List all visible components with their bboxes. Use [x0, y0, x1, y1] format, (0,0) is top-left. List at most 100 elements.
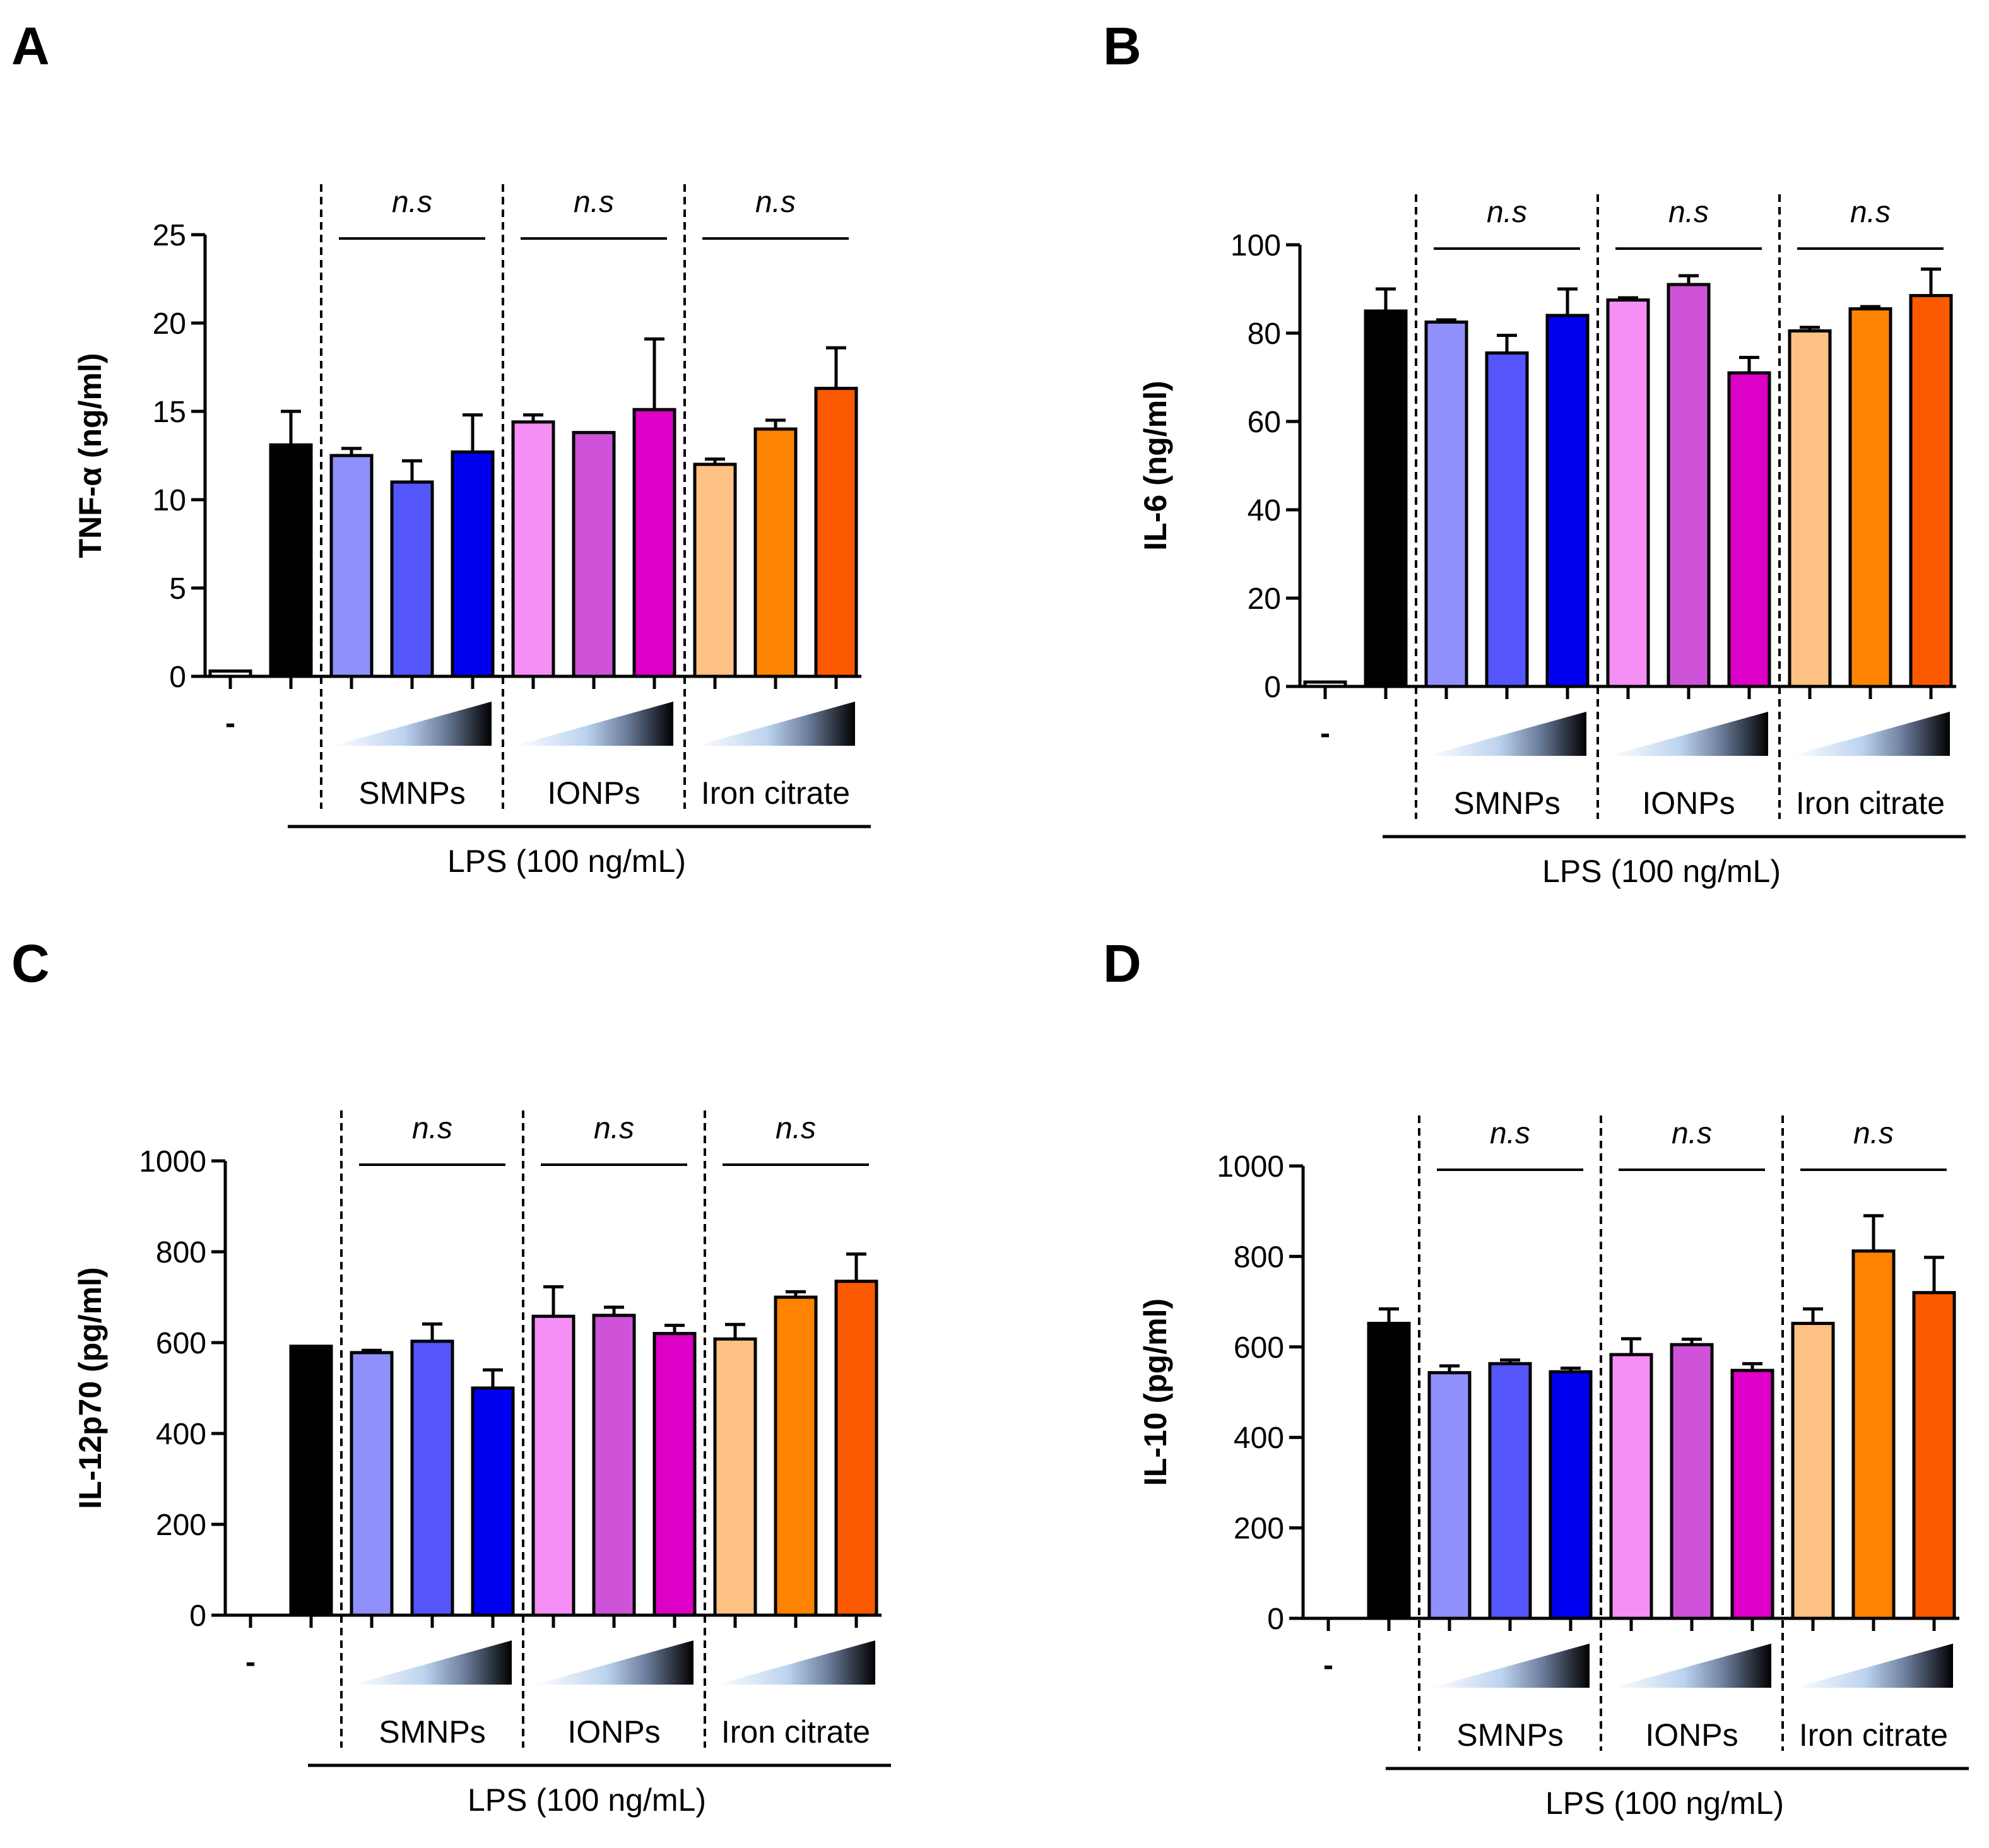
panel-c: C — [11, 934, 50, 993]
bar — [1303, 680, 1347, 688]
y-tick-label: 1000 — [139, 1145, 206, 1179]
group-label: IONPs — [547, 775, 640, 811]
panel-b: B — [1103, 16, 1142, 76]
bar — [652, 1332, 697, 1617]
bar — [592, 1314, 636, 1617]
significance-label: n.s — [1490, 1117, 1530, 1150]
significance-label: n.s — [776, 1112, 816, 1145]
group-label: Iron citrate — [721, 1714, 870, 1750]
bar — [572, 431, 616, 678]
bar — [350, 1351, 394, 1617]
y-tick-label: 600 — [1234, 1331, 1284, 1365]
significance-label: n.s — [412, 1112, 452, 1145]
group-label: SMNPs — [1456, 1717, 1563, 1753]
bar — [269, 443, 313, 678]
y-axis-label: IL-6 (ng/ml) — [1138, 380, 1173, 550]
bar — [1912, 1291, 1956, 1620]
treatment-label: LPS (100 ng/mL) — [1545, 1786, 1784, 1821]
dose-gradient-triangle — [353, 1640, 512, 1685]
significance-label: n.s — [594, 1112, 634, 1145]
group-label: IONPs — [1642, 786, 1735, 821]
y-tick-label: 5 — [169, 572, 186, 606]
group-label: SMNPs — [379, 1714, 485, 1750]
bar — [1727, 371, 1771, 688]
dose-gradient-triangle — [1612, 1644, 1771, 1688]
bar — [713, 1337, 757, 1617]
chart-b: 0 20 40 60 80 100 IL-6 (ng/ml) n.s SMNPs n.s IONPs… — [1138, 194, 1966, 889]
bar — [632, 408, 676, 678]
bar — [774, 1295, 818, 1617]
treatment-label: LPS (100 ng/mL) — [468, 1782, 706, 1818]
y-tick-label: 0 — [169, 661, 186, 694]
bar — [1424, 321, 1468, 688]
bar — [471, 1386, 515, 1617]
bar — [289, 1345, 333, 1617]
control-minus-label: - — [225, 707, 235, 740]
bar — [1788, 329, 1832, 688]
panel-b-letter: B — [1103, 16, 1142, 76]
dose-gradient-triangle — [534, 1640, 693, 1685]
significance-label: n.s — [755, 185, 796, 219]
y-axis-label: TNF-α (ng/ml) — [73, 353, 108, 558]
bar — [753, 427, 798, 678]
significance-label: n.s — [1668, 196, 1709, 229]
bar — [1364, 309, 1408, 688]
panel-a-letter: A — [11, 16, 50, 76]
dose-gradient-triangle — [1609, 712, 1768, 756]
dose-gradient-triangle — [1794, 1644, 1953, 1688]
panel-c-letter: C — [11, 934, 50, 993]
significance-label: n.s — [574, 185, 614, 219]
panel-d: D — [1103, 934, 1142, 993]
y-tick-label: 800 — [156, 1236, 206, 1269]
y-tick-label: 80 — [1248, 317, 1281, 351]
bar — [1606, 298, 1650, 688]
panel-a: A — [11, 16, 50, 76]
bar — [208, 669, 252, 678]
y-tick-label: 0 — [189, 1599, 206, 1633]
y-tick-label: 20 — [153, 307, 186, 341]
dose-gradient-triangle — [716, 1640, 875, 1685]
group-label: IONPs — [1645, 1717, 1738, 1753]
bar — [1488, 1362, 1532, 1620]
y-tick-label: 1000 — [1217, 1150, 1284, 1184]
bar — [410, 1339, 454, 1617]
treatment-label: LPS (100 ng/mL) — [1542, 854, 1781, 889]
dose-gradient-triangle — [1431, 1644, 1590, 1688]
bar — [1545, 314, 1590, 688]
y-tick-label: 60 — [1248, 406, 1281, 439]
bar — [1609, 1353, 1653, 1620]
y-tick-label: 200 — [1234, 1512, 1284, 1546]
bar — [1851, 1249, 1896, 1620]
y-tick-label: 20 — [1248, 582, 1281, 616]
bar — [329, 454, 374, 678]
chart-a: 0 5 10 15 20 25 TNF-α (ng/ml) n.s SMNPs n.s IONPs n… — [73, 184, 871, 879]
bar — [531, 1314, 575, 1617]
bar — [814, 387, 858, 678]
y-tick-label: 25 — [153, 219, 186, 252]
dose-gradient-triangle — [514, 702, 673, 746]
bar — [1485, 351, 1529, 688]
dose-gradient-triangle — [333, 702, 492, 746]
bar — [1367, 1322, 1411, 1620]
bar — [390, 480, 434, 678]
control-minus-label: - — [245, 1645, 256, 1679]
y-tick-label: 0 — [1267, 1603, 1284, 1636]
bar — [1730, 1368, 1774, 1620]
significance-label: n.s — [1850, 196, 1891, 229]
bar — [1848, 307, 1892, 688]
treatment-label: LPS (100 ng/mL) — [447, 844, 686, 879]
control-minus-label: - — [1320, 717, 1330, 750]
bar — [1909, 294, 1953, 688]
y-tick-label: 10 — [153, 484, 186, 517]
y-tick-label: 600 — [156, 1327, 206, 1360]
significance-label: n.s — [1487, 196, 1527, 229]
group-label: SMNPs — [1453, 786, 1560, 821]
bar — [1549, 1370, 1593, 1620]
bar — [834, 1280, 878, 1617]
chart-d: 0 200 400 600 800 1000 IL-10 (pg/ml) n.s SMNPs n.… — [1138, 1115, 1969, 1821]
dose-gradient-triangle — [1791, 712, 1950, 756]
dose-gradient-triangle — [696, 702, 855, 746]
bar — [693, 462, 737, 678]
y-axis-label: IL-10 (pg/ml) — [1138, 1298, 1173, 1486]
